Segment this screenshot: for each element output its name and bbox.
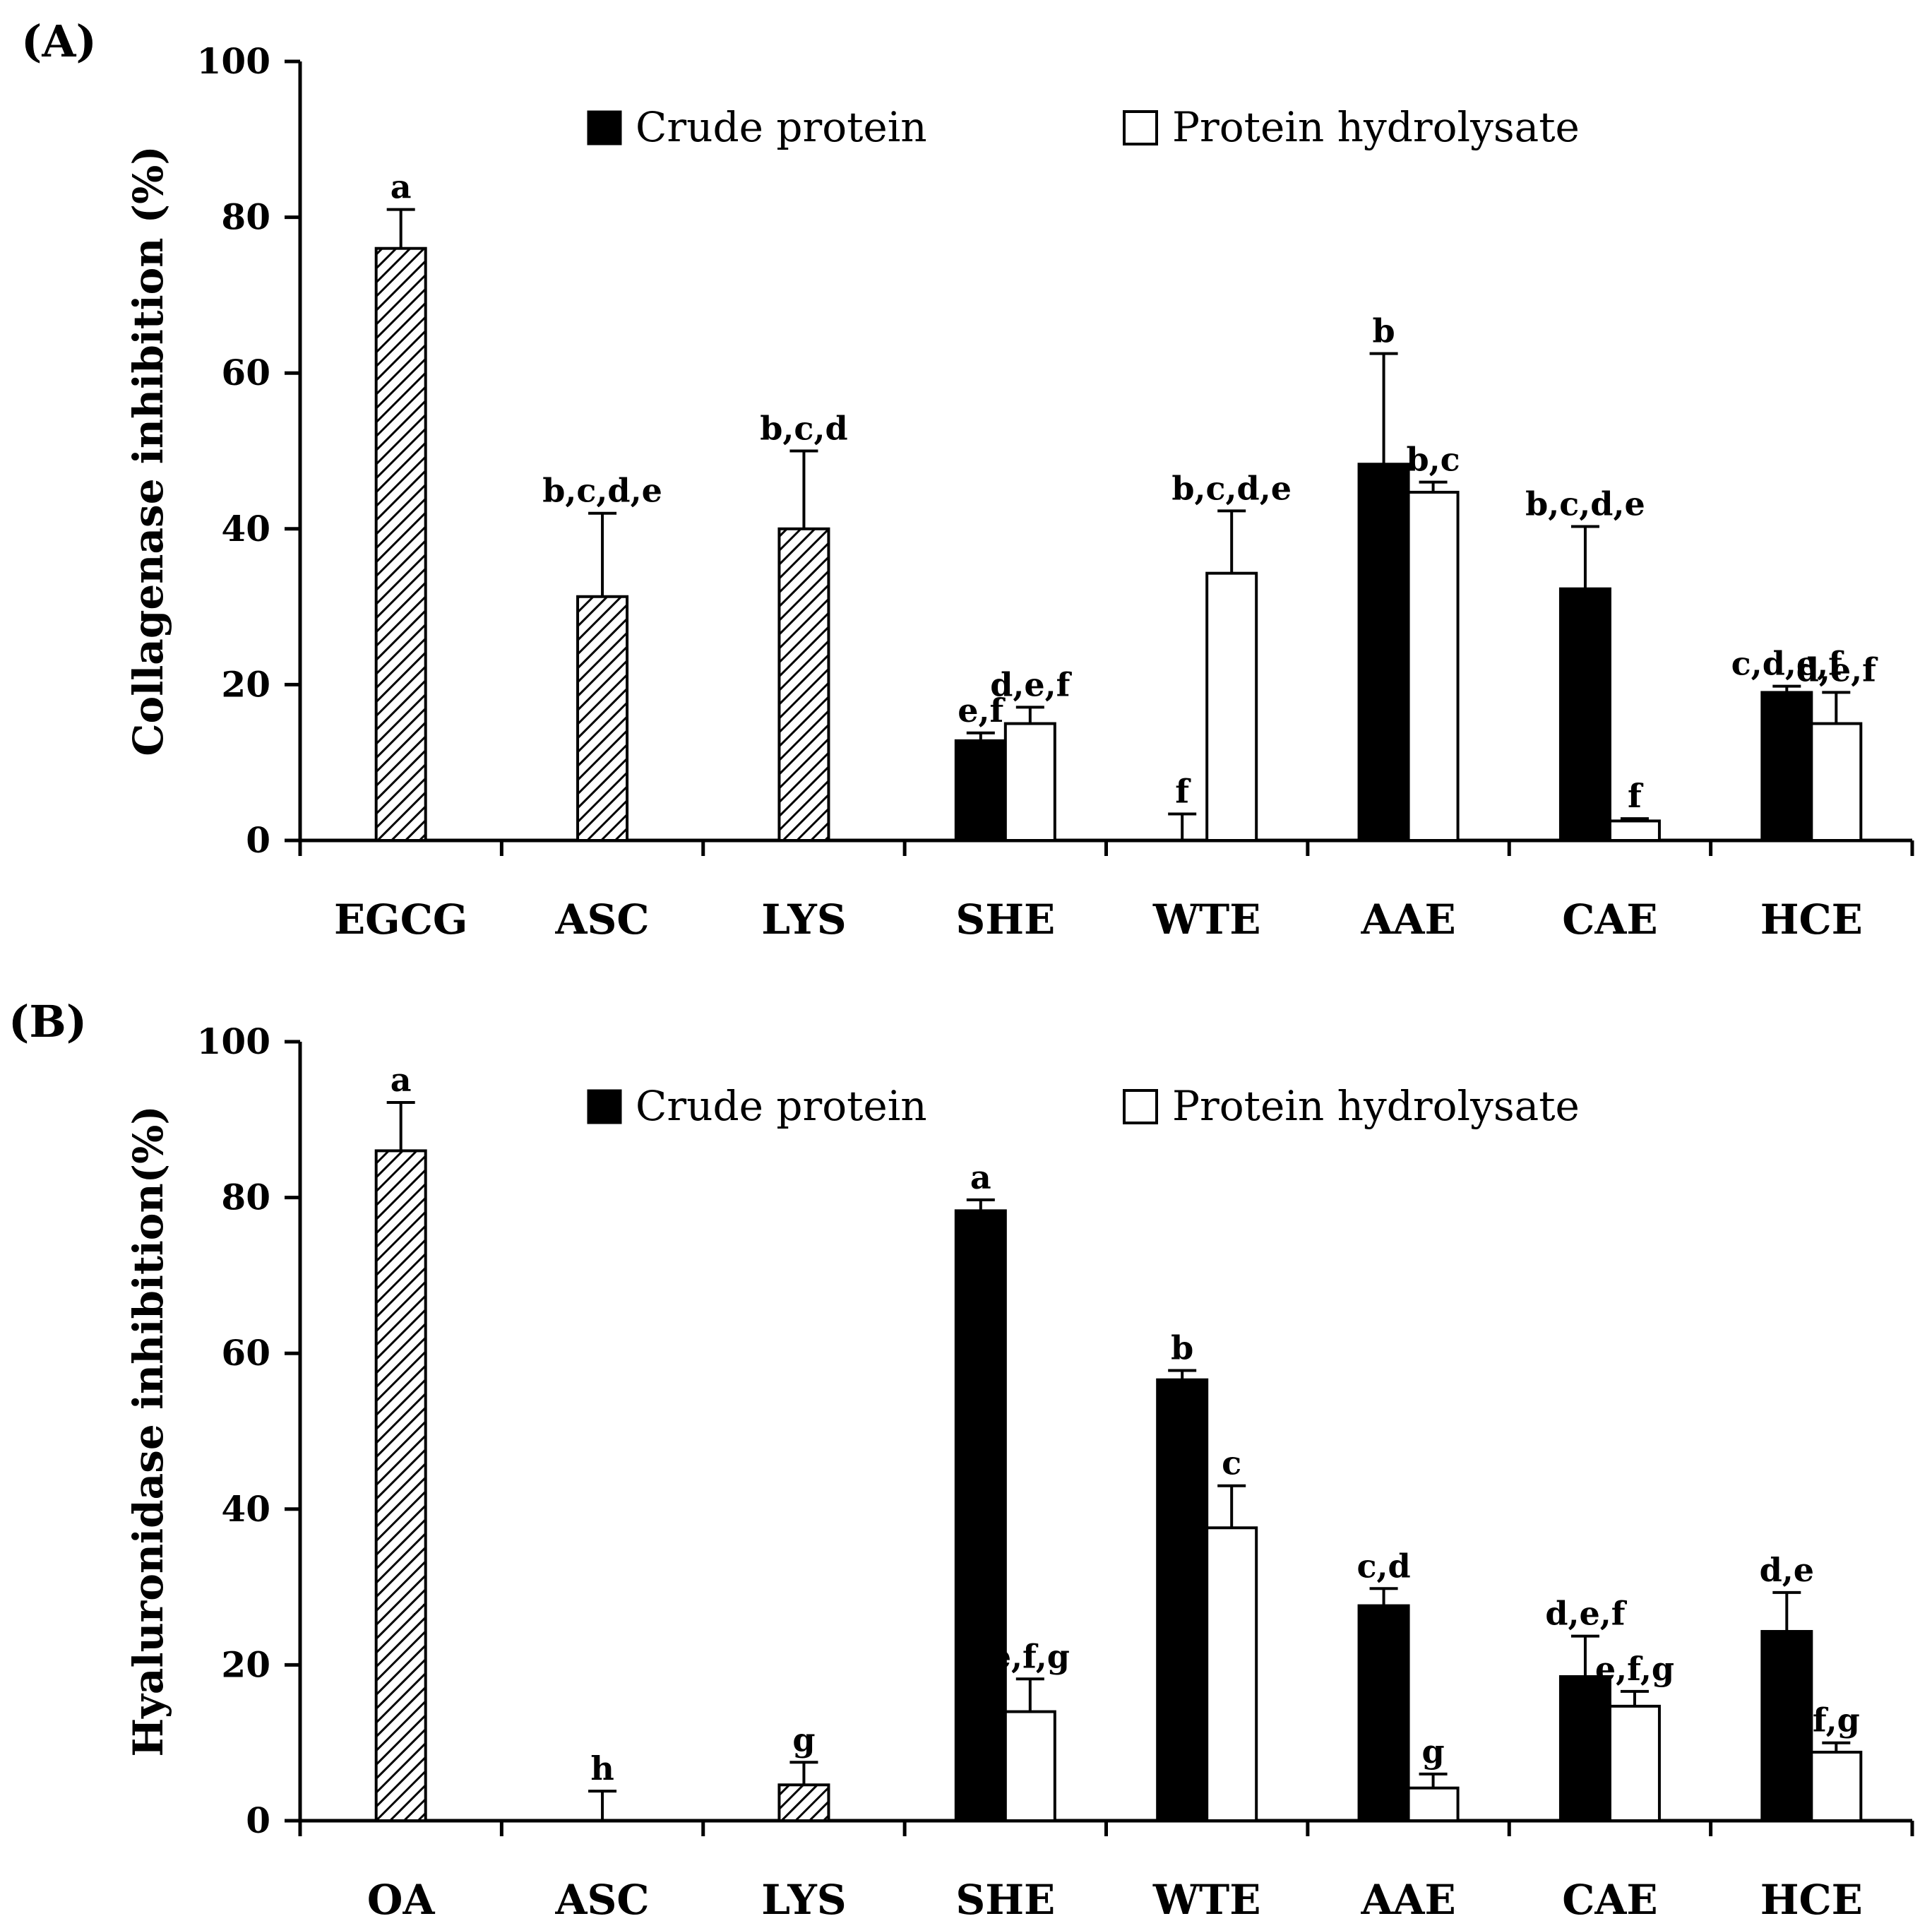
bar: [1810, 1750, 1863, 1823]
bar: [1205, 571, 1258, 843]
y-tick-label: 100: [197, 1021, 270, 1062]
legend-label-hydrolysate: Protein hydrolysate: [1172, 1082, 1580, 1130]
bar: [1407, 490, 1460, 842]
significance-label: e,f,g: [991, 1637, 1070, 1675]
y-tick-label: 0: [246, 819, 270, 861]
y-tick-label: 60: [221, 352, 270, 393]
significance-label: b: [1171, 1328, 1193, 1367]
legend-swatch-crude: [587, 1089, 622, 1124]
x-tick-label: EGCG: [334, 896, 467, 944]
x-tick-label: AAE: [1360, 896, 1455, 944]
bar: [954, 739, 1007, 843]
y-tick-label: 40: [221, 508, 270, 549]
bar: [777, 527, 830, 842]
bar: [1760, 691, 1813, 842]
y-tick-label: 60: [221, 1332, 270, 1374]
significance-label: c,d: [1356, 1547, 1410, 1585]
legend-swatch-hydrolysate: [1123, 110, 1158, 145]
bar: [1608, 819, 1661, 843]
legend-swatch-crude: [587, 110, 622, 145]
x-tick-label: SHE: [955, 896, 1055, 944]
bar: [1003, 722, 1056, 843]
bar: [1407, 1786, 1460, 1823]
significance-label: d,e,f: [1545, 1595, 1627, 1633]
y-tick-label: 80: [221, 1177, 270, 1218]
legend-label-crude: Crude protein: [636, 103, 927, 151]
y-axis-label: Collagenase inhibition (%): [124, 145, 172, 756]
panel-b: (B) Hyaluronidase inhibition(%) 0 20 40 60 80 1…: [8, 996, 1914, 1921]
x-tick-label: CAE: [1562, 1876, 1657, 1921]
bar: [1205, 1526, 1258, 1822]
x-tick-label: SHE: [955, 1876, 1055, 1921]
legend-label-crude: Crude protein: [636, 1082, 927, 1130]
bar: [1003, 1710, 1056, 1823]
significance-label: f: [1175, 772, 1191, 810]
bar: [777, 1783, 830, 1822]
bar: [1558, 587, 1611, 843]
y-axis-label: Hyaluronidase inhibition(%): [124, 1105, 172, 1756]
legend-swatch-hydrolysate: [1123, 1089, 1158, 1124]
bar: [374, 1149, 427, 1823]
significance-label: h: [590, 1749, 614, 1788]
bar: [374, 246, 427, 843]
bar: [1760, 1629, 1813, 1822]
x-tick-label: CAE: [1562, 896, 1657, 944]
bar: [1810, 722, 1863, 843]
significance-label: d,e,f: [1796, 650, 1878, 689]
y-tick-label: 80: [221, 196, 270, 238]
bar: [1156, 1378, 1209, 1822]
y-tick-label: 0: [246, 1800, 270, 1841]
panel-label: (B): [8, 996, 87, 1047]
significance-label: d,e: [1760, 1551, 1814, 1589]
significance-label: b,c,d,e: [542, 472, 662, 510]
significance-label: f,g: [1813, 1701, 1860, 1739]
x-tick-label: LYS: [761, 896, 846, 944]
significance-label: a: [390, 168, 412, 206]
significance-label: b,c,d: [760, 410, 847, 448]
significance-label: f: [1628, 777, 1644, 815]
significance-label: d,e,f: [990, 665, 1072, 703]
bar: [1357, 1604, 1410, 1823]
significance-label: g: [792, 1720, 815, 1759]
significance-label: c: [1222, 1444, 1241, 1482]
y-tick-label: 20: [221, 1643, 270, 1685]
x-tick-label: AAE: [1360, 1876, 1455, 1921]
significance-label: g: [1421, 1732, 1444, 1771]
significance-label: b,c,d,e: [1525, 484, 1645, 523]
x-tick-label: LYS: [761, 1876, 846, 1921]
y-tick-label: 40: [221, 1488, 270, 1530]
bar: [1357, 463, 1410, 842]
x-tick-label: ASC: [555, 1876, 650, 1921]
significance-label: b: [1372, 312, 1395, 350]
bar: [576, 595, 629, 842]
significance-label: b,c,d,e: [1171, 469, 1292, 507]
x-tick-label: ASC: [555, 896, 650, 944]
significance-label: c,d,e,f: [1731, 645, 1844, 683]
bar: [1558, 1675, 1611, 1823]
significance-label: a: [390, 1061, 412, 1099]
x-tick-label: WTE: [1152, 896, 1261, 944]
significance-label: a: [970, 1158, 991, 1196]
significance-label: e,f,g: [1595, 1650, 1674, 1688]
significance-label: b,c: [1406, 441, 1460, 479]
y-tick-label: 20: [221, 663, 270, 705]
y-tick-label: 100: [197, 40, 270, 82]
panel-a: (A) Collagenase inhibition (%) 0 20 40 60 80 10…: [21, 16, 1914, 944]
x-tick-label: OA: [367, 1876, 436, 1921]
x-tick-label: HCE: [1760, 896, 1863, 944]
bar: [1608, 1704, 1661, 1822]
x-tick-label: HCE: [1760, 1876, 1863, 1921]
legend-label-hydrolysate: Protein hydrolysate: [1172, 103, 1580, 151]
x-tick-label: WTE: [1152, 1876, 1261, 1921]
panel-label: (A): [21, 16, 97, 67]
bar: [954, 1209, 1007, 1822]
significance-label: e,f: [958, 691, 1006, 730]
